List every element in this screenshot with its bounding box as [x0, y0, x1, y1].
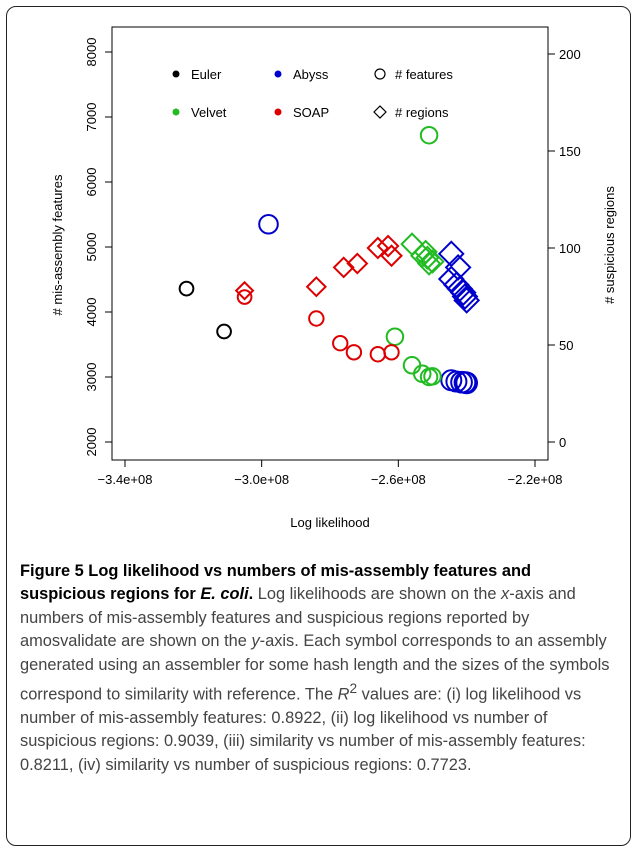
soap-feature-point: [332, 335, 349, 352]
soap-feature-point: [345, 344, 363, 361]
caption-title: Figure 5 Log likelihood vs numbers of mi…: [20, 562, 531, 603]
velvet-feature-point: [423, 367, 442, 386]
y-right-tick-label: 150: [559, 144, 581, 159]
legend-label-abyss: Abyss: [293, 67, 329, 82]
soap-feature-point: [308, 310, 325, 327]
caption-species: E. coli: [200, 585, 249, 604]
soap-feature-point: [236, 289, 253, 305]
velvet-region-point: [416, 251, 442, 276]
caption-text-4: values are: (i) log likelihood vs number…: [20, 685, 586, 774]
caption-x-axis: x: [501, 585, 510, 604]
y-right-tick-label: 100: [559, 241, 581, 256]
legend-marker-velvet: [172, 108, 180, 116]
x-axis-label: Log likelihood: [290, 515, 370, 530]
y-left-tick-label: 4000: [84, 298, 99, 327]
soap-region-point: [376, 234, 400, 258]
abyss-region-point: [451, 283, 479, 310]
scatter-chart: −3.4e+08 −3.0e+08 −2.6e+08 −2.2e+0820003000…: [50, 26, 617, 530]
velvet-feature-point: [402, 356, 422, 375]
soap-region-point: [380, 244, 403, 268]
y-left-tick-label: 6000: [84, 168, 99, 197]
velvet-feature-point: [385, 327, 405, 346]
plot-frame: [111, 26, 549, 461]
x-tick-label: −3.4e+08: [98, 472, 153, 487]
y-right-tick-label: 200: [559, 47, 581, 62]
y-right-tick-label: 50: [559, 338, 573, 353]
legend-label-euler: Euler: [191, 67, 222, 82]
y-right-tick-label: 0: [559, 435, 566, 450]
legend-label-regions: # regions: [395, 105, 449, 120]
y-left-tick-label: 2000: [84, 428, 99, 457]
abyss-feature-point: [258, 213, 279, 235]
soap-feature-point: [369, 346, 387, 363]
euler-feature-point: [216, 323, 232, 340]
x-tick-label: −3.0e+08: [234, 472, 289, 487]
velvet-region-point: [420, 249, 445, 274]
abyss-feature-point: [455, 371, 479, 395]
caption-period: .: [248, 585, 258, 604]
y-left-tick-label: 7000: [84, 103, 99, 132]
soap-region-point: [234, 280, 255, 301]
x-tick-label: −2.6e+08: [371, 472, 426, 487]
y-right-axis-label: # suspicious regions: [602, 186, 617, 304]
y-left-tick-label: 8000: [84, 38, 99, 67]
abyss-region-point: [449, 279, 477, 307]
soap-region-point: [305, 276, 327, 298]
caption-title-text: Figure 5 Log likelihood vs numbers of mi…: [20, 562, 531, 604]
y-left-tick-label: 5000: [84, 233, 99, 262]
legend-label-velvet: Velvet: [191, 105, 227, 120]
soap-region-point: [366, 236, 390, 260]
legend-marker-soap: [274, 108, 282, 116]
legend-label-soap: SOAP: [293, 105, 329, 120]
y-left-tick-label: 3000: [84, 363, 99, 392]
velvet-region-point: [413, 239, 438, 265]
caption-r-symbol: R: [337, 685, 350, 704]
legend-label-features: # features: [395, 67, 453, 82]
legend-marker-regions: [373, 105, 387, 119]
soap-feature-point: [383, 344, 400, 361]
y-left-axis-label: # mis-assembly features: [50, 174, 65, 315]
caption-y-axis: y: [251, 632, 260, 651]
soap-region-point: [332, 256, 355, 279]
figure-frame: [6, 6, 631, 846]
x-tick-label: −2.2e+08: [508, 472, 563, 487]
velvet-feature-point: [419, 125, 439, 145]
caption-r-exponent: 2: [349, 681, 358, 697]
caption-text-3: -axis. Each symbol corresponds to an ass…: [20, 632, 610, 704]
figure-caption: Figure 5 Log likelihood vs numbers of mi…: [20, 560, 620, 777]
caption-text-1: Log likelihoods are shown on the: [257, 585, 502, 604]
legend-marker-abyss: [274, 70, 282, 78]
caption-text-2: -axis and numbers of mis-assembly featur…: [20, 585, 576, 651]
legend-marker-features: [374, 68, 386, 80]
soap-region-point: [346, 252, 369, 275]
velvet-region-point: [400, 232, 424, 256]
euler-feature-point: [178, 280, 195, 297]
legend-marker-euler: [172, 70, 180, 78]
abyss-region-point: [453, 286, 481, 314]
